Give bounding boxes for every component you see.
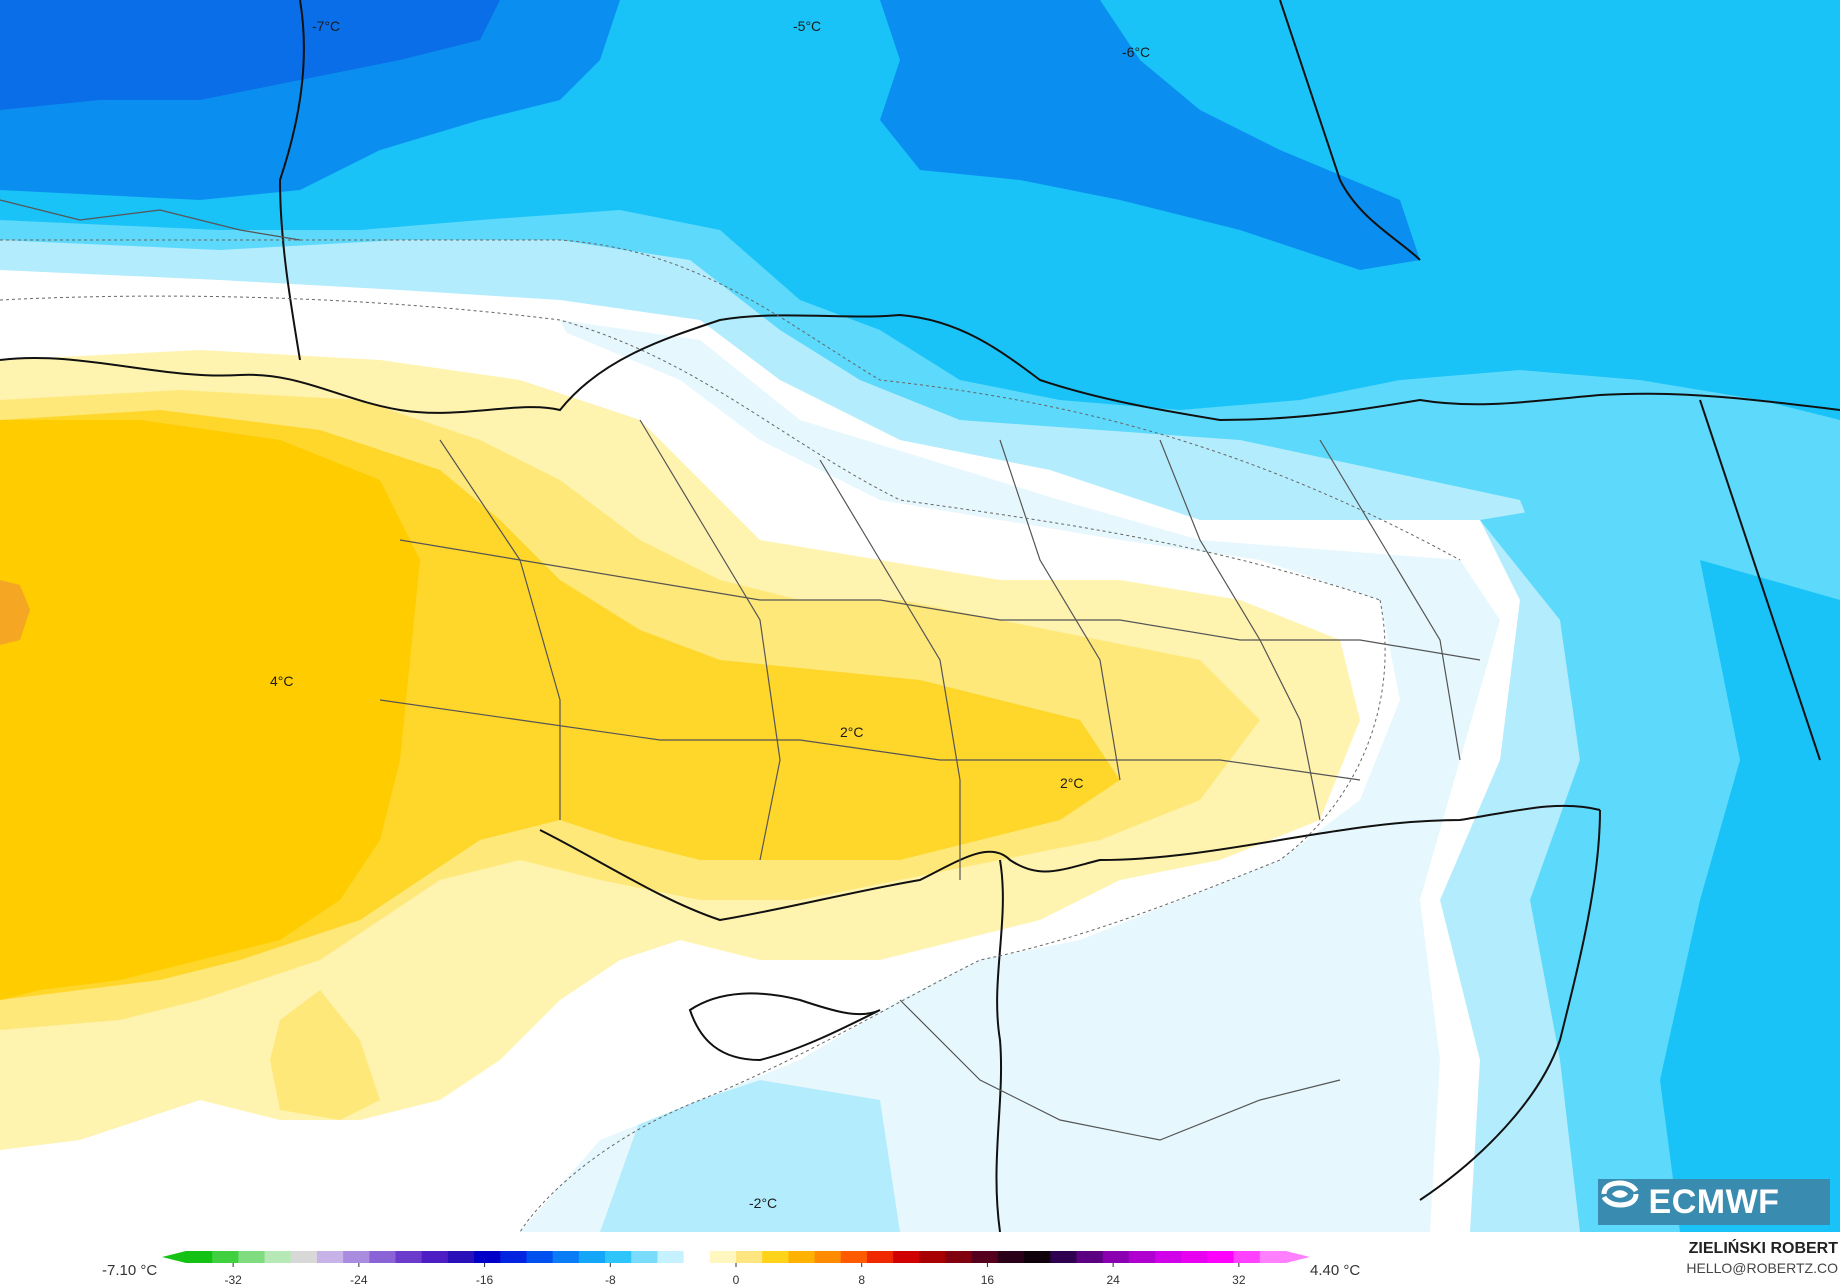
color-scale-segment (421, 1251, 449, 1263)
borders (0, 0, 1840, 1232)
temp-label-south: -2°C (749, 1195, 778, 1211)
color-scale-segment (866, 1251, 894, 1263)
color-scale-segment (919, 1251, 947, 1263)
color-scale-segment (447, 1251, 475, 1263)
legend-footer (0, 1232, 1840, 1287)
color-scale-tick-label: -8 (604, 1273, 616, 1287)
color-scale-segment (552, 1251, 580, 1263)
orange-spot (0, 580, 30, 645)
legend-min-label: -7.10 °C (102, 1262, 158, 1279)
color-scale-segment (186, 1251, 213, 1263)
color-scale-segment (474, 1251, 501, 1263)
color-scale-segment (290, 1251, 318, 1263)
temp-label-north: -5°C (793, 18, 822, 34)
color-scale-segment (343, 1251, 370, 1263)
color-scale-bar (162, 1251, 1310, 1267)
color-scale-segment (1076, 1251, 1104, 1263)
color-scale-segment (395, 1251, 423, 1263)
color-scale-right-arrow (1286, 1251, 1310, 1263)
color-scale-segment (238, 1251, 266, 1263)
color-scale-segment (1259, 1251, 1287, 1263)
legend-max-label: 4.40 °C (1310, 1262, 1361, 1279)
dark-yellow-region (0, 420, 420, 1000)
east-mid-blue-region (1660, 560, 1840, 1232)
author-name: ZIELIŃSKI ROBERT (1688, 1240, 1838, 1257)
color-scale-segment (945, 1251, 973, 1263)
color-scale-segment (683, 1251, 711, 1263)
temp-label-west: 4°C (270, 673, 294, 689)
deep-blue-region-top (0, 0, 500, 110)
color-scale-tick-label: 0 (732, 1273, 740, 1287)
color-scale-segment (526, 1251, 554, 1263)
color-scale-tick-label: 24 (1106, 1273, 1120, 1287)
color-scale-tick-label: 16 (980, 1273, 995, 1287)
color-scale-segment (1128, 1251, 1156, 1263)
ecmwf-logo-icon (1601, 1180, 1639, 1208)
temp-label-black-sea: -6°C (1122, 44, 1151, 60)
ecmwf-logo: ECMWF (1598, 1179, 1830, 1225)
color-scale-segment (1024, 1251, 1051, 1263)
color-scale-segment (762, 1251, 789, 1263)
color-scale-segment (212, 1251, 239, 1263)
color-scale-segment (1102, 1251, 1130, 1263)
color-scale-segment (709, 1251, 737, 1263)
color-scale-tick-label: -24 (350, 1273, 368, 1287)
color-scale-segment (578, 1251, 606, 1263)
map-canvas (0, 0, 1840, 1232)
color-scale-segment (500, 1251, 528, 1263)
color-scale-segment (997, 1251, 1025, 1263)
color-scale-segment (1233, 1251, 1261, 1263)
color-scale-segment (1050, 1251, 1078, 1263)
color-scale-tick-label: 8 (858, 1273, 866, 1287)
deep-blue-region-sea (880, 0, 1420, 270)
south-sea-pale-blue (600, 1080, 900, 1232)
temperature-anomaly-map: -7°C -5°C -6°C 4°C 2°C 2°C -2°C ECMWF (0, 0, 1840, 1232)
color-scale-segment (893, 1251, 920, 1263)
very-pale-blue-region (500, 320, 1500, 1232)
color-scale-segment (631, 1251, 659, 1263)
author-credit: ZIELIŃSKI ROBERT HELLO@ROBERTZ.CO (1686, 1240, 1838, 1276)
ecmwf-logo-text: ECMWF (1648, 1182, 1780, 1221)
color-scale-segment (316, 1251, 344, 1263)
temp-label-east-central: 2°C (1060, 775, 1084, 791)
internal-borders (0, 199, 1481, 1141)
color-scale-segment (814, 1251, 842, 1263)
color-scale-segment (788, 1251, 816, 1263)
temp-label-central: 2°C (840, 724, 864, 740)
color-scale-segment (605, 1251, 632, 1263)
color-scale-segment (657, 1251, 685, 1263)
color-scale-segment (840, 1251, 868, 1263)
color-scale-segment (369, 1251, 397, 1263)
south-yellow-blob (270, 990, 380, 1120)
color-scale-left-arrow (162, 1251, 186, 1263)
color-scale-segment (1181, 1251, 1209, 1263)
color-scale-tick-label: 32 (1232, 1273, 1246, 1287)
color-scale-tick-label: -16 (475, 1273, 494, 1287)
temp-label-nw: -7°C (312, 18, 341, 34)
dotted-isolines (0, 239, 1461, 1232)
author-email: HELLO@ROBERTZ.CO (1686, 1260, 1838, 1276)
color-scale-segment (1207, 1251, 1235, 1263)
color-scale-tick-label: -32 (224, 1273, 242, 1287)
color-scale-segment (1155, 1251, 1182, 1263)
color-scale-segment (971, 1251, 999, 1263)
color-scale-segment (736, 1251, 763, 1263)
color-scale-segment (264, 1251, 292, 1263)
